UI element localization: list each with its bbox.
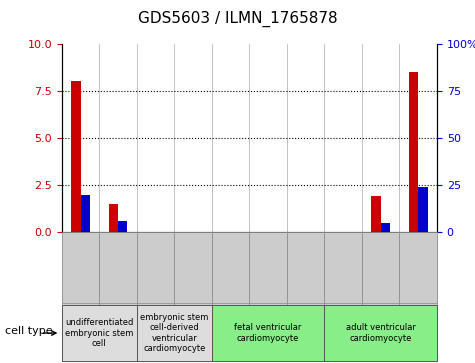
Text: GDS5603 / ILMN_1765878: GDS5603 / ILMN_1765878 — [138, 11, 337, 27]
Text: cell type: cell type — [5, 326, 52, 336]
Bar — [71, 81, 81, 232]
Bar — [409, 72, 418, 232]
Text: embryonic stem
cell-derived
ventricular
cardiomyocyte: embryonic stem cell-derived ventricular … — [140, 313, 209, 353]
Text: adult ventricular
cardiomyocyte: adult ventricular cardiomyocyte — [346, 323, 416, 343]
Bar — [118, 221, 127, 232]
Bar — [380, 223, 390, 232]
Text: fetal ventricular
cardiomyocyte: fetal ventricular cardiomyocyte — [235, 323, 302, 343]
Bar — [109, 204, 118, 232]
Text: undifferentiated
embryonic stem
cell: undifferentiated embryonic stem cell — [65, 318, 133, 348]
Bar — [418, 187, 428, 232]
Bar — [81, 195, 90, 232]
Bar — [371, 196, 380, 232]
